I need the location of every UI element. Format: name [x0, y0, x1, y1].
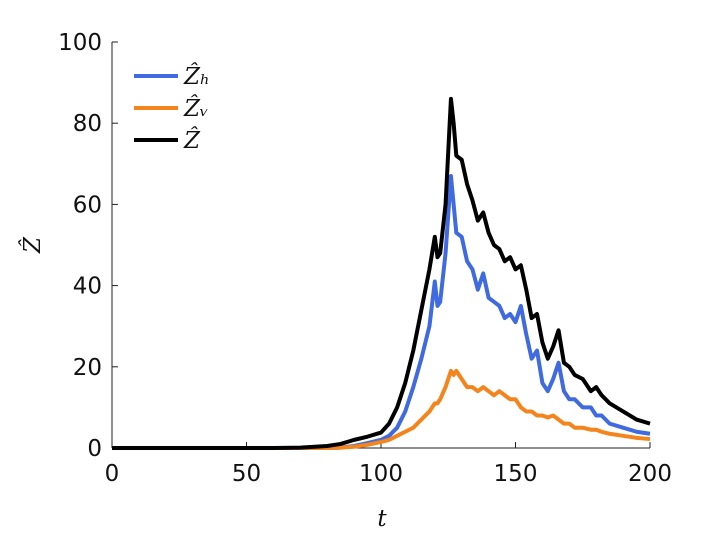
legend-label: Ẑ [183, 127, 201, 154]
legend-label: Ẑₕ [183, 63, 210, 90]
legend-label: Ẑᵥ [183, 95, 209, 122]
y-axis-label: Ẑ [19, 236, 46, 254]
y-tick-label: 100 [58, 30, 102, 56]
series-line [112, 368, 651, 450]
x-tick-label: 100 [359, 461, 403, 487]
y-tick-label: 80 [73, 111, 102, 137]
y-tick-label: 20 [73, 355, 102, 381]
series-line [112, 173, 651, 450]
x-tick-label: 0 [105, 461, 120, 487]
y-tick-label: 40 [73, 274, 102, 300]
x-axis-label: t [377, 506, 387, 532]
x-tick-label: 50 [232, 461, 261, 487]
x-tick-label: 200 [628, 461, 672, 487]
y-tick-label: 0 [87, 436, 102, 462]
series-line [112, 96, 651, 450]
y-tick-label: 60 [73, 192, 102, 218]
x-tick-label: 150 [494, 461, 538, 487]
